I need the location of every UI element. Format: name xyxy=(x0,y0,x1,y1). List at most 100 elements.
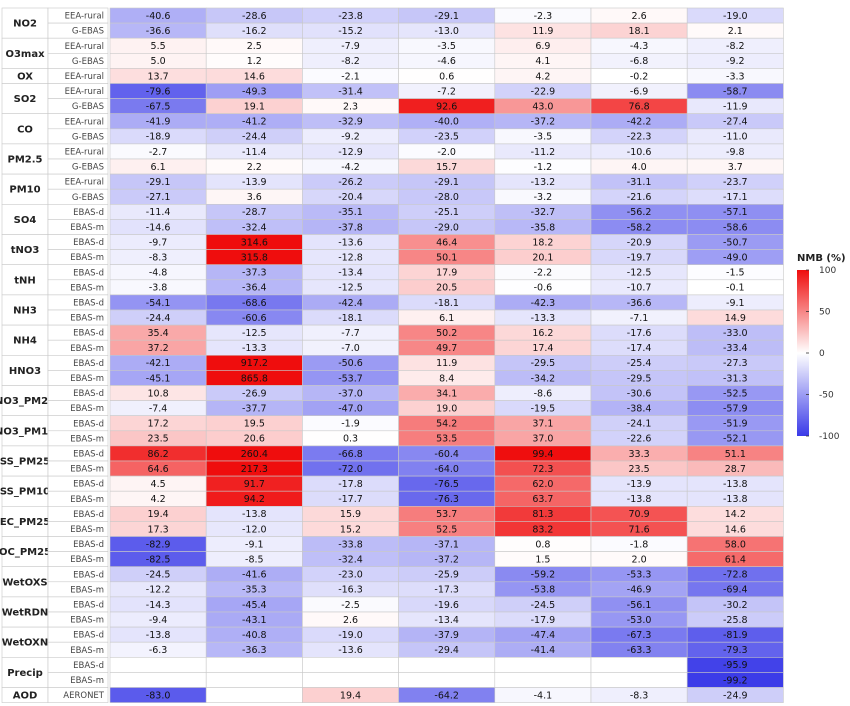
cell-value: 4.0 xyxy=(632,162,647,173)
cell-value: 865.8 xyxy=(241,373,268,384)
cell-value: -11.9 xyxy=(723,101,748,112)
cell-value: -13.8 xyxy=(723,494,748,505)
cell-value: -24.4 xyxy=(146,313,171,324)
subgroup-label: EEA-rural xyxy=(65,12,104,22)
subgroup-label: EBAS-m xyxy=(70,283,104,293)
subgroup-label: EBAS-d xyxy=(73,419,104,429)
subgroup-label: EBAS-d xyxy=(73,661,104,671)
subgroup-label: G-EBAS xyxy=(72,193,104,203)
cell-value: -11.2 xyxy=(531,147,556,158)
cell-value: -10.7 xyxy=(627,283,652,294)
variable-label: AOD xyxy=(13,691,38,702)
cell-value: -13.3 xyxy=(242,343,267,354)
cell-value: -7.2 xyxy=(437,86,456,97)
cell-value: 15.7 xyxy=(436,162,457,173)
cell-value: -23.7 xyxy=(723,177,748,188)
cell-value: -50.7 xyxy=(723,237,748,248)
cell-value: 14.6 xyxy=(725,524,746,535)
variable-cell xyxy=(1,475,49,507)
cell-value: -21.6 xyxy=(627,192,652,203)
cell-value: -51.9 xyxy=(723,419,748,430)
cell-value: 35.4 xyxy=(148,328,169,339)
subgroup-label: EBAS-d xyxy=(73,359,104,369)
cell-value: -22.6 xyxy=(627,434,652,445)
cell-value: -12.0 xyxy=(242,524,267,535)
heatmap-cell xyxy=(205,672,303,688)
cell-value: -18.9 xyxy=(146,132,171,143)
subgroup-label: EEA-rural xyxy=(65,87,104,97)
cell-value: -29.5 xyxy=(627,373,652,384)
cell-value: -19.0 xyxy=(723,11,748,22)
cell-value: 5.0 xyxy=(151,56,166,67)
cell-value: -24.4 xyxy=(242,132,267,143)
cell-value: -1.9 xyxy=(341,419,360,430)
cell-value: -56.2 xyxy=(627,207,652,218)
cell-value: 4.5 xyxy=(151,479,166,490)
cell-value: -26.9 xyxy=(242,388,267,399)
cell-value: -31.1 xyxy=(627,177,652,188)
cell-value: -8.6 xyxy=(534,388,553,399)
cell-value: -32.7 xyxy=(531,207,556,218)
variable-cell xyxy=(1,566,49,598)
subgroup-label: G-EBAS xyxy=(72,57,104,67)
subgroup-label: EBAS-m xyxy=(70,495,104,505)
cell-value: -17.7 xyxy=(338,494,363,505)
cell-value: 50.2 xyxy=(436,328,457,339)
cell-value: -42.1 xyxy=(146,358,171,369)
cell-value: 63.7 xyxy=(532,494,553,505)
cell-value: -13.2 xyxy=(531,177,556,188)
cell-value: -4.8 xyxy=(149,268,168,279)
cell-value: 58.0 xyxy=(725,539,746,550)
cell-value: -29.1 xyxy=(434,177,459,188)
cell-value: -43.1 xyxy=(242,615,267,626)
cell-value: -25.1 xyxy=(434,207,459,218)
cell-value: -13.3 xyxy=(531,313,556,324)
cell-value: -40.0 xyxy=(434,117,459,128)
cell-value: -7.4 xyxy=(149,403,168,414)
cell-value: -18.1 xyxy=(434,298,459,309)
cell-value: -12.5 xyxy=(338,283,363,294)
subgroup-label: EBAS-d xyxy=(73,510,104,520)
variable-label: WetRDN xyxy=(2,608,49,619)
heatmap-cell xyxy=(590,672,688,688)
cell-value: 62.0 xyxy=(532,479,553,490)
cell-value: -12.5 xyxy=(627,268,652,279)
cell-value: -33.8 xyxy=(338,539,363,550)
cell-value: -53.0 xyxy=(627,615,652,626)
cell-value: 54.2 xyxy=(436,419,457,430)
cell-value: -58.7 xyxy=(723,86,748,97)
cell-value: -12.5 xyxy=(242,328,267,339)
cell-value: -2.0 xyxy=(437,147,456,158)
cell-value: -83.0 xyxy=(146,690,171,701)
cell-value: 314.6 xyxy=(241,237,268,248)
cell-value: 18.2 xyxy=(532,237,553,248)
cell-value: -3.5 xyxy=(437,41,456,52)
cell-value: -24.1 xyxy=(627,419,652,430)
variable-cell xyxy=(1,656,49,688)
cell-value: -29.4 xyxy=(434,645,459,656)
variable-label: CO xyxy=(17,124,33,135)
cell-value: -11.4 xyxy=(146,207,171,218)
subgroup-label: EBAS-d xyxy=(73,631,104,641)
cell-value: -13.8 xyxy=(627,494,652,505)
cell-value: -28.7 xyxy=(242,207,267,218)
cell-value: -41.2 xyxy=(242,117,267,128)
cell-value: -2.5 xyxy=(341,600,360,611)
cell-value: 11.9 xyxy=(436,358,457,369)
cell-value: -2.1 xyxy=(341,71,360,82)
cell-value: -35.8 xyxy=(531,222,556,233)
cell-value: -57.1 xyxy=(723,207,748,218)
subgroup-label: EEA-rural xyxy=(65,147,104,157)
heatmap-cell xyxy=(398,656,496,673)
cell-value: 10.8 xyxy=(148,388,169,399)
variable-cell xyxy=(1,626,49,658)
cell-value: -17.6 xyxy=(627,328,652,339)
heatmap-cell xyxy=(494,656,592,673)
cell-value: 46.4 xyxy=(436,237,457,248)
subgroup-label: EBAS-m xyxy=(70,465,104,475)
cell-value: -12.8 xyxy=(338,252,363,263)
subgroup-label: EBAS-d xyxy=(73,208,104,218)
heatmap-cell xyxy=(590,656,688,673)
heatmap-cell xyxy=(205,656,303,673)
cell-value: -29.1 xyxy=(434,11,459,22)
